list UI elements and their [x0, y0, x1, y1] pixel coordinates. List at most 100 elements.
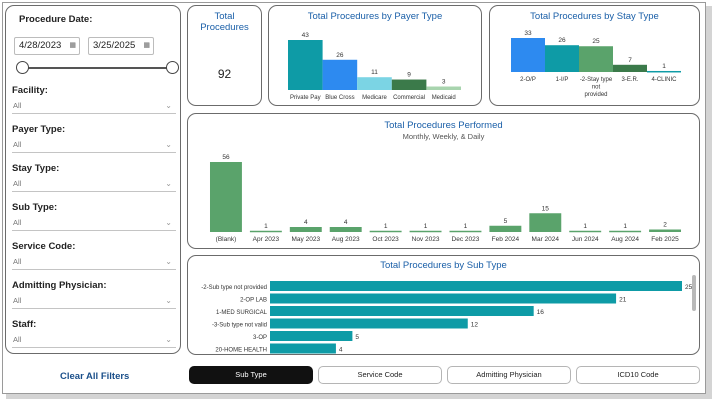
chevron-down-icon[interactable]: ⌄	[165, 296, 172, 305]
canvas-shadow-right	[706, 6, 712, 398]
bar[interactable]	[449, 230, 482, 233]
tick-label: Medicare	[362, 95, 387, 101]
bar[interactable]	[270, 306, 534, 316]
bar[interactable]	[270, 293, 617, 304]
calendar-icon[interactable]: ▦	[69, 42, 76, 49]
filter-dropdown[interactable]: All ⌄	[12, 100, 176, 114]
bar[interactable]	[609, 230, 642, 233]
stay-type-chart-card: Total Procedures by Stay Type 33 2-O/P 26 1…	[489, 5, 700, 106]
tick-label: Commercial	[393, 95, 425, 101]
chevron-down-icon[interactable]: ⌄	[165, 218, 172, 227]
bar[interactable]	[357, 77, 392, 90]
chevron-down-icon[interactable]: ⌄	[165, 335, 172, 344]
start-date-input[interactable]: 4/28/2023 ▦	[14, 37, 80, 55]
bar[interactable]	[613, 64, 647, 72]
filter-label: Service Code:	[12, 241, 76, 252]
date-range-end-handle[interactable]	[165, 61, 179, 74]
tick-label: 20-HOME HEALTH	[215, 348, 267, 354]
chevron-down-icon[interactable]: ⌄	[165, 179, 172, 188]
data-label: 7	[628, 57, 632, 64]
filter-dropdown[interactable]: All ⌄	[12, 256, 176, 270]
bar[interactable]	[270, 281, 682, 291]
filter-dropdown[interactable]: All ⌄	[12, 334, 176, 348]
tick-label: Feb 2025	[651, 236, 679, 243]
bar[interactable]	[270, 343, 336, 354]
bar[interactable]	[579, 46, 613, 72]
filter-dropdown[interactable]: All ⌄	[12, 295, 176, 309]
bar[interactable]	[391, 79, 427, 90]
date-range-slider-track[interactable]	[21, 67, 173, 69]
filter-panel: Procedure Date: 4/28/2023 ▦ 3/25/2025 ▦ …	[5, 5, 181, 354]
chevron-down-icon[interactable]: ⌄	[165, 140, 172, 149]
tab-sub-type[interactable]: Sub Type	[189, 366, 313, 384]
data-label: 4	[339, 347, 343, 354]
subtype-chart-title: Total Procedures by Sub Type	[380, 260, 507, 271]
bar[interactable]	[545, 45, 579, 72]
tab-admitting-physician[interactable]: Admitting Physician	[447, 366, 571, 384]
bar[interactable]	[426, 86, 461, 90]
data-label: 56	[222, 154, 230, 161]
bar[interactable]	[649, 229, 682, 233]
data-label: 1	[623, 223, 627, 230]
performed-chart-title: Total Procedures Performed	[384, 120, 503, 131]
dropdown-value: All	[13, 101, 22, 110]
filter-dropdown[interactable]: All ⌄	[12, 178, 176, 192]
bar[interactable]	[289, 227, 322, 232]
start-date-value: 4/28/2023	[19, 40, 62, 51]
tick-label: -3-Sub type not valid	[212, 323, 267, 329]
date-range-start-handle[interactable]	[15, 61, 29, 74]
bar[interactable]	[489, 225, 522, 232]
bar[interactable]	[329, 227, 362, 232]
data-label: 43	[302, 32, 310, 39]
bar[interactable]	[369, 230, 402, 233]
bar[interactable]	[249, 230, 282, 233]
bar[interactable]	[270, 318, 468, 329]
chevron-down-icon[interactable]: ⌄	[165, 257, 172, 266]
chevron-down-icon[interactable]: ⌄	[165, 101, 172, 110]
data-label: 4	[304, 219, 308, 226]
tick-label: Aug 2024	[611, 236, 639, 243]
chart-scrollbar[interactable]	[692, 275, 696, 311]
calendar-icon[interactable]: ▦	[143, 42, 150, 49]
performed-chart-subtitle: Monthly, Weekly, & Daily	[402, 132, 485, 141]
bar[interactable]	[647, 70, 681, 73]
tick-label: Dec 2023	[452, 236, 480, 243]
tick-label: provided	[584, 92, 607, 98]
data-label: 1	[264, 223, 268, 230]
bar[interactable]	[270, 331, 353, 341]
dropdown-value: All	[13, 140, 22, 149]
stay-chart-title: Total Procedures by Stay Type	[530, 11, 659, 22]
tick-label: Private Pay	[290, 95, 321, 101]
filter-label: Admitting Physician:	[12, 280, 107, 291]
bar[interactable]	[209, 162, 242, 232]
end-date-input[interactable]: 3/25/2025 ▦	[88, 37, 154, 55]
bar[interactable]	[529, 213, 562, 232]
total-procedures-card: Total Procedures 92	[187, 5, 262, 106]
bar[interactable]	[288, 40, 323, 90]
data-label: 26	[336, 52, 344, 59]
tick-label: -2-Stay type	[580, 77, 613, 83]
tick-label: Apr 2023	[253, 236, 280, 243]
payer-type-chart-card: Total Procedures by Payer Type 43 Private…	[268, 5, 482, 106]
clear-all-filters-button[interactable]: Clear All Filters	[60, 371, 130, 382]
tick-label: Medicaid	[432, 95, 456, 101]
canvas-shadow-bottom	[6, 394, 712, 399]
kpi-title-line: Total	[214, 11, 235, 22]
tick-label: (Blank)	[216, 236, 237, 243]
filter-dropdown[interactable]: All ⌄	[12, 217, 176, 231]
bar[interactable]	[322, 59, 358, 90]
data-label: 25	[592, 38, 600, 45]
bar[interactable]	[569, 230, 602, 233]
bar[interactable]	[511, 38, 545, 72]
data-label: 21	[619, 297, 627, 304]
tick-label: Mar 2024	[532, 236, 560, 243]
dropdown-value: All	[13, 296, 22, 305]
tab-icd10-code[interactable]: ICD10 Code	[576, 366, 700, 384]
bar[interactable]	[409, 230, 442, 233]
filter-dropdown[interactable]: All ⌄	[12, 139, 176, 153]
tick-label: Feb 2024	[492, 236, 520, 243]
tick-label: 2-OP LAB	[240, 298, 267, 304]
tab-service-code[interactable]: Service Code	[318, 366, 442, 384]
tick-label: 2-O/P	[520, 77, 536, 83]
dropdown-value: All	[13, 179, 22, 188]
